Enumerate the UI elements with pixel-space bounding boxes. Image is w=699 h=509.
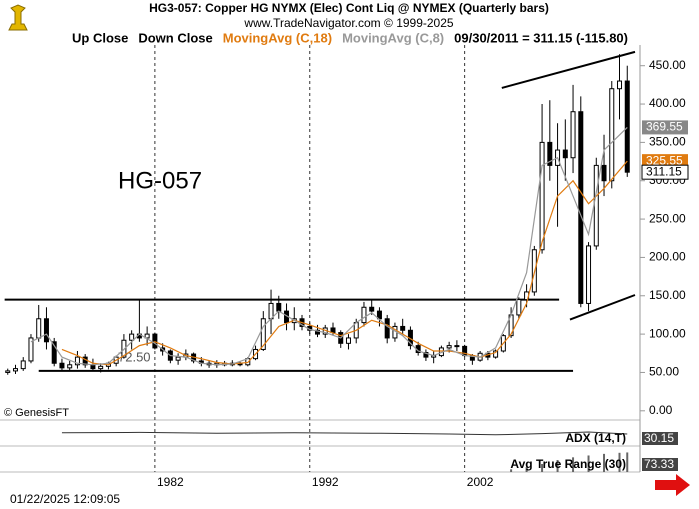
candle-body	[43, 318, 49, 343]
candle-body	[570, 111, 576, 159]
candle-body	[74, 356, 80, 366]
y-tick-label: 350.00	[649, 135, 686, 149]
scroll-arrow[interactable]	[655, 474, 690, 496]
chart-title: HG3-057: Copper HG NYMX (Elec) Cont Liq …	[149, 1, 549, 15]
candle-body	[593, 164, 599, 247]
y-tick-label: 200.00	[649, 250, 686, 264]
candle-body	[601, 164, 607, 182]
value-box	[642, 154, 688, 169]
value-box-label: 325.55	[646, 153, 683, 167]
y-tick-label: 50.00	[649, 365, 679, 379]
value-box-label: 30.15	[644, 431, 674, 445]
chart-subtitle: www.TradeNavigator.com © 1999-2025	[243, 16, 453, 30]
y-tick-label: 100.00	[649, 326, 686, 340]
candle-body	[384, 318, 390, 339]
candle-body	[539, 141, 545, 251]
x-tick-label: 2002	[467, 475, 494, 489]
candle-body	[609, 88, 615, 182]
value-box	[641, 164, 689, 180]
x-tick-label: 1992	[312, 475, 339, 489]
moving-average	[61, 160, 628, 366]
value-box	[642, 432, 678, 445]
candle-body	[129, 333, 135, 341]
candle-body	[516, 299, 522, 316]
source: © GenesisFT	[4, 407, 69, 419]
moving-average	[30, 126, 628, 366]
legend-entry: Down Close	[138, 30, 212, 45]
value-box-label: 369.55	[646, 120, 683, 134]
indicator-line	[61, 431, 628, 436]
candle-body	[12, 368, 18, 372]
candle-body	[51, 341, 57, 364]
legend-entry: MovingAvg (C,8)	[342, 30, 444, 45]
candle-body	[59, 362, 65, 369]
candle-body	[276, 302, 282, 312]
candle-body	[67, 364, 73, 369]
candle-body	[152, 333, 158, 349]
legend-entry: MovingAvg (C,18)	[223, 30, 332, 45]
value-box	[642, 458, 678, 471]
candle-body	[624, 80, 630, 173]
candle-body	[586, 245, 592, 304]
indicator-name: ADX (14,T)	[565, 431, 626, 445]
candle-body	[423, 352, 429, 358]
value-box	[642, 120, 688, 135]
candle-body	[454, 345, 460, 348]
value-box-label: 73.33	[644, 457, 674, 471]
candle-body	[268, 302, 274, 320]
candle-body	[28, 337, 34, 362]
candle-body	[20, 360, 26, 370]
candle-body	[260, 318, 266, 350]
trendline	[569, 294, 636, 321]
value-box-label: 311.15	[646, 164, 682, 178]
candle-body	[400, 325, 406, 331]
legend: Up Close Down Close MovingAvg (C,18) Moving…	[72, 30, 628, 45]
timestamp: 01/22/2025 12:09:05	[10, 492, 120, 506]
y-tick-label: 450.00	[649, 58, 686, 72]
candle-body	[345, 337, 351, 344]
candle-body	[5, 370, 11, 373]
trendline	[501, 50, 636, 89]
candle-body	[175, 356, 181, 361]
logo-icon[interactable]	[8, 4, 28, 31]
symbol-label: HG-057	[118, 167, 202, 194]
x-tick-label: 1982	[157, 475, 184, 489]
candle-body	[446, 345, 452, 349]
legend-entry: 09/30/2011 = 311.15 (-115.80)	[454, 30, 628, 45]
candle-body	[36, 318, 42, 339]
logo[interactable]	[4, 4, 32, 34]
candle-body	[547, 141, 553, 166]
candle-body	[361, 306, 367, 324]
y-tick-label: 0.00	[649, 403, 673, 417]
legend-entry: Up Close	[72, 30, 128, 45]
indicator-name: Avg True Range (30)	[510, 457, 626, 471]
candle-body	[98, 365, 104, 370]
candle-body	[369, 306, 375, 312]
y-tick-label: 250.00	[649, 211, 686, 225]
candle-body	[562, 149, 568, 159]
candle-body	[144, 333, 150, 339]
candle-body	[617, 80, 623, 90]
y-tick-label: 400.00	[649, 96, 686, 110]
y-tick-label: 150.00	[649, 288, 686, 302]
candle-body	[315, 329, 320, 335]
candle-body	[578, 111, 584, 304]
candle-body	[493, 350, 499, 358]
